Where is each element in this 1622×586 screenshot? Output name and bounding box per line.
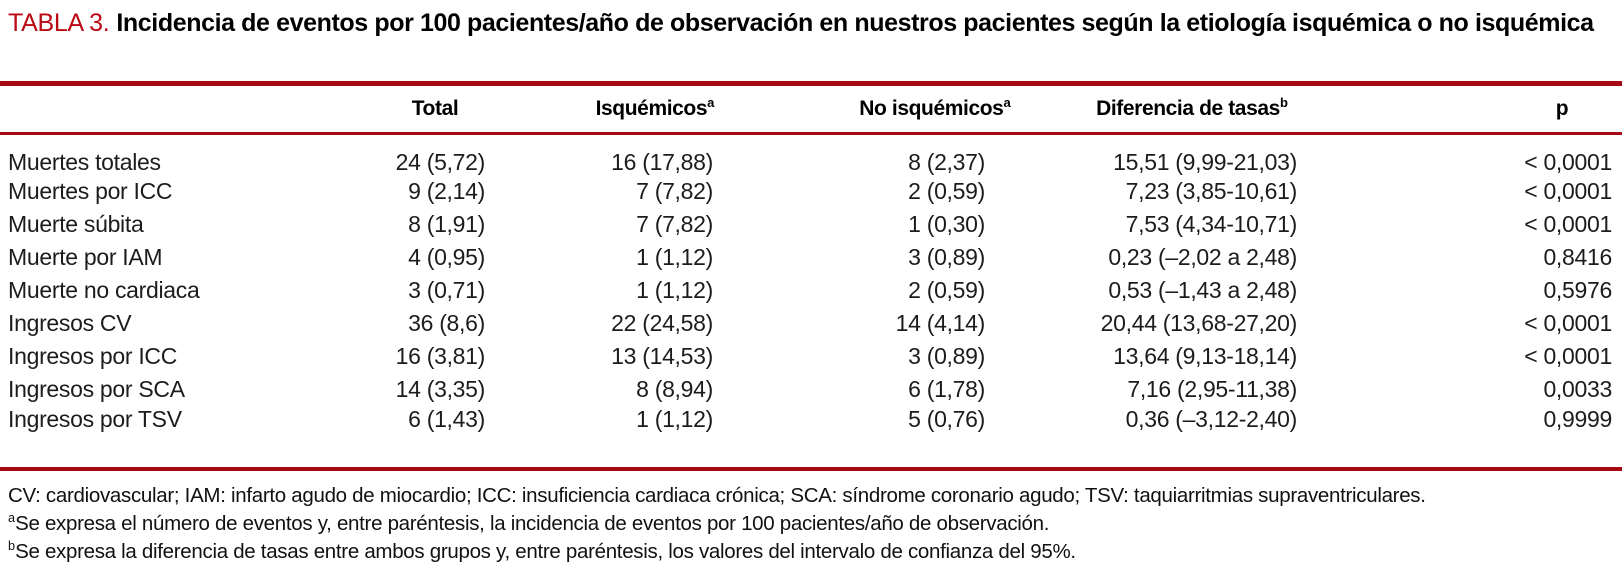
header-p: p — [1309, 86, 1622, 135]
data-table: Total Isquémicosa No isquémicosa Diferen… — [0, 86, 1622, 467]
cell-total: 6 (1,43) — [408, 405, 485, 432]
table-title: Incidencia de eventos por 100 pacientes/… — [116, 9, 1594, 37]
cell-p: < 0,0001 — [1524, 343, 1612, 369]
header-row: Total Isquémicosa No isquémicosa Diferen… — [0, 86, 1622, 135]
cell-no-isquemicos: 2 (0,59) — [908, 277, 985, 303]
table-row: Ingresos CV 36 (8,6) 22 (24,58) 14 (4,14… — [0, 307, 1622, 340]
table-row: Ingresos por ICC 16 (3,81) 13 (14,53) 3 … — [0, 340, 1622, 373]
footnotes: CV: cardiovascular; IAM: infarto agudo d… — [0, 471, 1622, 566]
table-row: Muertes por ICC 9 (2,14) 7 (7,82) 2 (0,5… — [0, 175, 1622, 208]
row-label: Muertes por ICC — [8, 178, 173, 204]
cell-diferencia: 0,53 (–1,43 a 2,48) — [1108, 277, 1297, 303]
cell-no-isquemicos: 5 (0,76) — [908, 405, 985, 432]
cell-total: 9 (2,14) — [408, 178, 485, 204]
cell-diferencia: 15,51 (9,99-21,03) — [1113, 148, 1297, 175]
row-label: Ingresos por SCA — [8, 376, 185, 402]
header-no-isquemicos-sup: a — [1003, 94, 1011, 110]
cell-isquemicos: 22 (24,58) — [611, 310, 713, 336]
cell-p: < 0,0001 — [1524, 178, 1612, 204]
header-diferencia: Diferencia de tasasb — [1075, 86, 1309, 135]
cell-diferencia: 0,36 (–3,12-2,40) — [1125, 405, 1298, 432]
cell-p: < 0,0001 — [1524, 310, 1612, 336]
cell-diferencia: 20,44 (13,68-27,20) — [1100, 310, 1298, 336]
cell-isquemicos: 7 (7,82) — [636, 178, 713, 204]
cell-isquemicos: 1 (1,12) — [636, 277, 713, 303]
cell-diferencia: 7,53 (4,34-10,71) — [1125, 211, 1298, 237]
cell-total: 36 (8,6) — [408, 310, 485, 336]
table-caption: TABLA 3. Incidencia de eventos por 100 pa… — [0, 0, 1622, 81]
table-number: TABLA 3. — [8, 9, 110, 37]
table-row: Muerte súbita 8 (1,91) 7 (7,82) 1 (0,30)… — [0, 208, 1622, 241]
cell-diferencia: 7,16 (2,95-11,38) — [1127, 376, 1297, 402]
cell-isquemicos: 16 (17,88) — [611, 148, 713, 175]
cell-total: 4 (0,95) — [408, 244, 485, 270]
cell-no-isquemicos: 6 (1,78) — [908, 376, 985, 402]
table-row: Muertes totales 24 (5,72) 16 (17,88) 8 (… — [0, 133, 1622, 175]
row-label: Ingresos por ICC — [8, 343, 178, 369]
cell-total: 24 (5,72) — [395, 148, 486, 175]
row-label: Ingresos por TSV — [8, 405, 182, 432]
table-row: Ingresos por TSV 6 (1,43) 1 (1,12) 5 (0,… — [0, 406, 1622, 467]
table-row: Ingresos por SCA 14 (3,35) 8 (8,94) 6 (1… — [0, 373, 1622, 406]
table-row: Muerte no cardiaca 3 (0,71) 1 (1,12) 2 (… — [0, 274, 1622, 307]
cell-total: 16 (3,81) — [395, 343, 486, 369]
cell-p: < 0,0001 — [1524, 148, 1612, 175]
cell-isquemicos: 1 (1,12) — [636, 244, 713, 270]
row-label: Muerte súbita — [8, 211, 144, 237]
cell-no-isquemicos: 3 (0,89) — [908, 343, 985, 369]
cell-p: 0,8416 — [1543, 244, 1612, 270]
cell-no-isquemicos: 14 (4,14) — [895, 310, 986, 336]
cell-diferencia: 13,64 (9,13-18,14) — [1113, 343, 1297, 369]
row-label: Muerte no cardiaca — [8, 277, 200, 303]
cell-total: 14 (3,35) — [395, 376, 486, 402]
cell-no-isquemicos: 1 (0,30) — [908, 211, 985, 237]
cell-isquemicos: 1 (1,12) — [636, 405, 713, 432]
row-label: Muertes totales — [8, 148, 161, 175]
bottom-rule — [0, 466, 1622, 471]
footnote-abbreviations: CV: cardiovascular; IAM: infarto agudo d… — [8, 483, 1426, 507]
cell-p: 0,5976 — [1543, 277, 1612, 303]
cell-p: < 0,0001 — [1524, 211, 1612, 237]
cell-p: 0,0033 — [1543, 376, 1612, 402]
cell-isquemicos: 8 (8,94) — [636, 376, 713, 402]
cell-diferencia: 7,23 (3,85-10,61) — [1125, 178, 1298, 204]
footnote-a: aSe expresa el número de eventos y, entr… — [8, 509, 1050, 535]
cell-total: 8 (1,91) — [408, 211, 485, 237]
cell-no-isquemicos: 3 (0,89) — [908, 244, 985, 270]
header-isquemicos: Isquémicosa — [515, 86, 795, 135]
header-diferencia-sup: b — [1279, 94, 1288, 110]
cell-total: 3 (0,71) — [408, 277, 485, 303]
row-label: Muerte por IAM — [8, 244, 163, 270]
header-total: Total — [355, 86, 515, 135]
cell-isquemicos: 7 (7,82) — [636, 211, 713, 237]
footnote-b: bSe expresa la diferencia de tasas entre… — [8, 537, 1076, 563]
table-row: Muerte por IAM 4 (0,95) 1 (1,12) 3 (0,89… — [0, 241, 1622, 274]
footnote-sup: a — [8, 509, 16, 525]
cell-diferencia: 0,23 (–2,02 a 2,48) — [1108, 244, 1297, 270]
header-no-isquemicos: No isquémicosa — [795, 86, 1075, 135]
header-isquemicos-sup: a — [707, 94, 715, 110]
header-empty — [0, 86, 355, 135]
footnote-sup: b — [8, 537, 16, 553]
row-label: Ingresos CV — [8, 310, 132, 336]
top-rule — [0, 81, 1622, 86]
cell-p: 0,9999 — [1543, 405, 1612, 432]
cell-no-isquemicos: 8 (2,37) — [908, 148, 985, 175]
cell-isquemicos: 13 (14,53) — [611, 343, 713, 369]
cell-no-isquemicos: 2 (0,59) — [908, 178, 985, 204]
